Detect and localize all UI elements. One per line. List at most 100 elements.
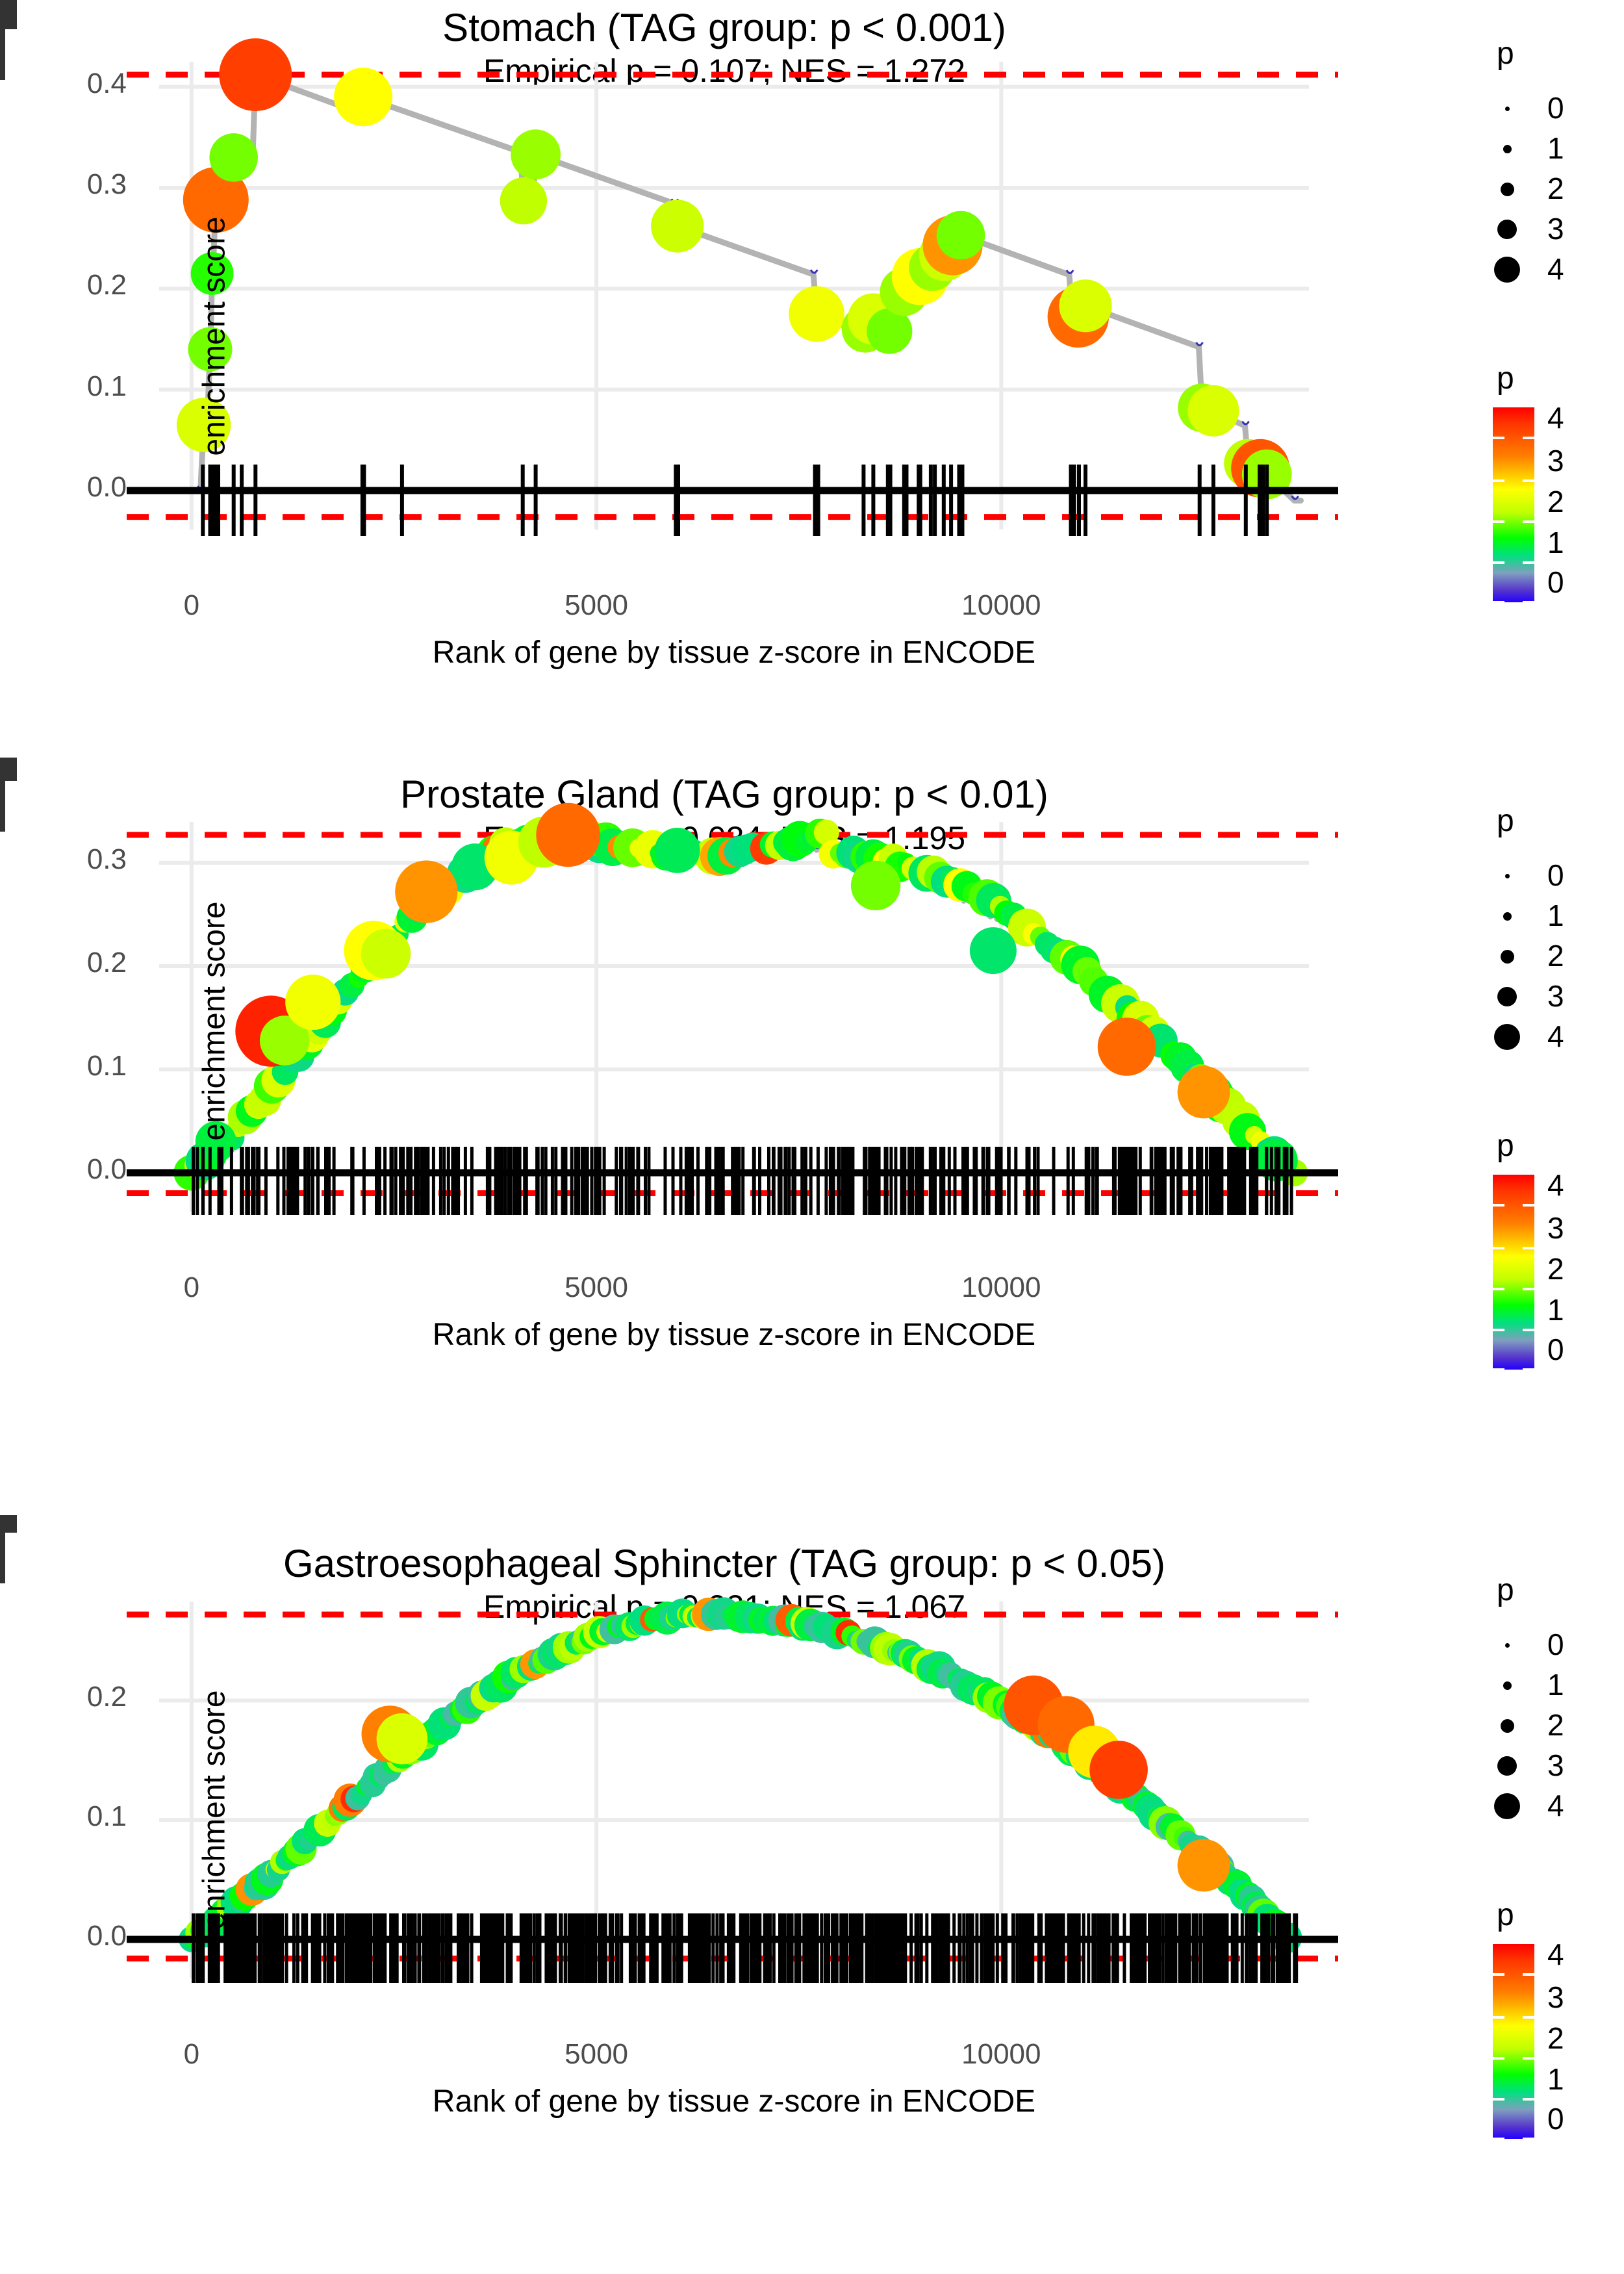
y-tick-label: 0.2 [86,946,127,978]
hit-point [1059,279,1112,333]
y-tick-label: 0.3 [86,843,127,875]
y-tick-label: 0.0 [86,1153,127,1185]
size-legend-dot-4 [1494,1024,1520,1050]
rug-marks-2 [192,1913,1299,1983]
size-legend-title-1: p [1497,804,1514,838]
size-legend-dot-0 [1504,1642,1510,1648]
size-legend-dot-3 [1497,1756,1517,1776]
plot-canvas-0 [127,38,1338,536]
panel-title-1: Prostate Gland (TAG group: p < 0.01) [400,773,1048,816]
gridlines-0 [159,62,1309,530]
hit-point [850,860,901,911]
hit-points-1 [173,802,1308,1191]
threshold-lines-0 [127,71,1338,520]
panel-subtitle-0: Empirical p = 0.107; NES = 1.272 [483,53,966,89]
size-legend-label-0: 0 [1547,858,1564,892]
color-legend-tick [1493,601,1504,604]
hit-point [867,308,913,354]
size-legend-label-0: 0 [1547,91,1564,125]
panel-title-2: Gastroesophageal Sphincter (TAG group: p… [283,1542,1165,1585]
hit-point [813,819,839,845]
hit-point [969,927,1017,975]
x-tick-mark [0,29,5,46]
size-legend-dot-2 [1500,1718,1514,1733]
size-legend-dot-1 [1503,912,1512,921]
hit-point [334,68,393,127]
hit-point [219,38,292,111]
hit-point [183,167,249,233]
color-legend-tick [1493,1328,1504,1331]
hit-point [285,975,341,1030]
color-legend-label-1: 1 [1547,525,1564,559]
x-tick-mark [0,1533,5,1550]
color-legend-label-3: 3 [1547,1980,1564,2014]
y-tick-mark [0,775,17,781]
x-tick-label: 10000 [961,2038,1041,2070]
x-tick-label: 0 [183,1271,200,1303]
hit-point [209,133,259,182]
color-legend-tick [1493,1973,1504,1976]
size-legend-dot-0 [1504,873,1510,878]
size-legend-label-1: 1 [1547,1668,1564,1702]
color-legend-tick [1523,1368,1534,1371]
x-tick-label: 0 [183,589,200,621]
size-legend-dot-4 [1494,1793,1520,1819]
hit-point [511,129,561,180]
size-legend-dot-1 [1503,144,1512,153]
color-legend-tick [1523,479,1534,482]
size-legend-label-3: 3 [1547,979,1564,1013]
plot-canvas-2 [127,1597,1338,1983]
rug-marks-1 [192,1147,1293,1215]
color-legend-tick [1493,2015,1504,2019]
x-tick-label: 5000 [565,2038,629,2070]
y-tick-mark [0,1515,17,1521]
y-tick-mark [0,763,17,769]
x-tick-label: 0 [183,2038,200,2070]
y-tick-label: 0.1 [86,370,127,402]
size-legend-label-4: 4 [1547,1789,1564,1822]
color-legend-tick [1493,2056,1504,2060]
x-tick-mark [0,63,5,80]
color-legend-label-0: 0 [1547,2102,1564,2136]
color-legend-label-0: 0 [1547,1333,1564,1366]
size-legend-label-4: 4 [1547,1019,1564,1053]
color-legend-label-2: 2 [1547,484,1564,518]
x-axis-title-0: Rank of gene by tissue z-score in ENCODE [432,635,1036,670]
panel-2: Gastroesophageal Sphincter (TAG group: p… [0,1515,1624,2273]
x-axis-title-2: Rank of gene by tissue z-score in ENCODE [432,2084,1036,2119]
color-legend-label-4: 4 [1547,400,1564,435]
rug-marks-0 [201,465,1269,536]
color-legend-tick [1523,436,1534,439]
color-legend-bar-2 [1493,1944,1534,2139]
y-axis-title-0: enrichment score [197,216,232,456]
y-tick-mark [0,6,17,12]
color-legend-label-3: 3 [1547,443,1564,478]
size-legend-dot-0 [1504,106,1510,111]
size-legend-label-2: 2 [1547,939,1564,973]
color-legend-tick [1493,1246,1504,1249]
y-axis-title-1: enrichment score [197,901,232,1141]
size-legend-title-0: p [1497,36,1514,71]
color-legend-tick [1523,2097,1534,2101]
x-tick-label: 5000 [565,589,629,621]
x-tick-mark [0,781,5,798]
hit-point [190,252,234,295]
hit-point [1187,385,1239,437]
hit-point [654,828,700,873]
hit-point [195,1121,236,1162]
y-tick-mark [0,769,17,775]
threshold-lines-2 [127,1611,1338,1961]
size-legend-dot-1 [1503,1681,1512,1690]
color-legend-label-4: 4 [1547,1168,1564,1202]
size-legend-label-3: 3 [1547,212,1564,246]
hit-points-0 [176,38,1292,500]
color-legend-tick [1493,479,1504,482]
y-tick-mark [0,0,17,6]
y-tick-mark [0,1527,17,1533]
color-legend-tick [1523,1203,1534,1207]
y-tick-label: 0.2 [86,1681,127,1713]
y-tick-mark [0,12,17,18]
color-legend-tick [1523,601,1534,604]
color-legend-label-4: 4 [1547,1937,1564,1971]
y-tick-label: 0.1 [86,1800,127,1833]
